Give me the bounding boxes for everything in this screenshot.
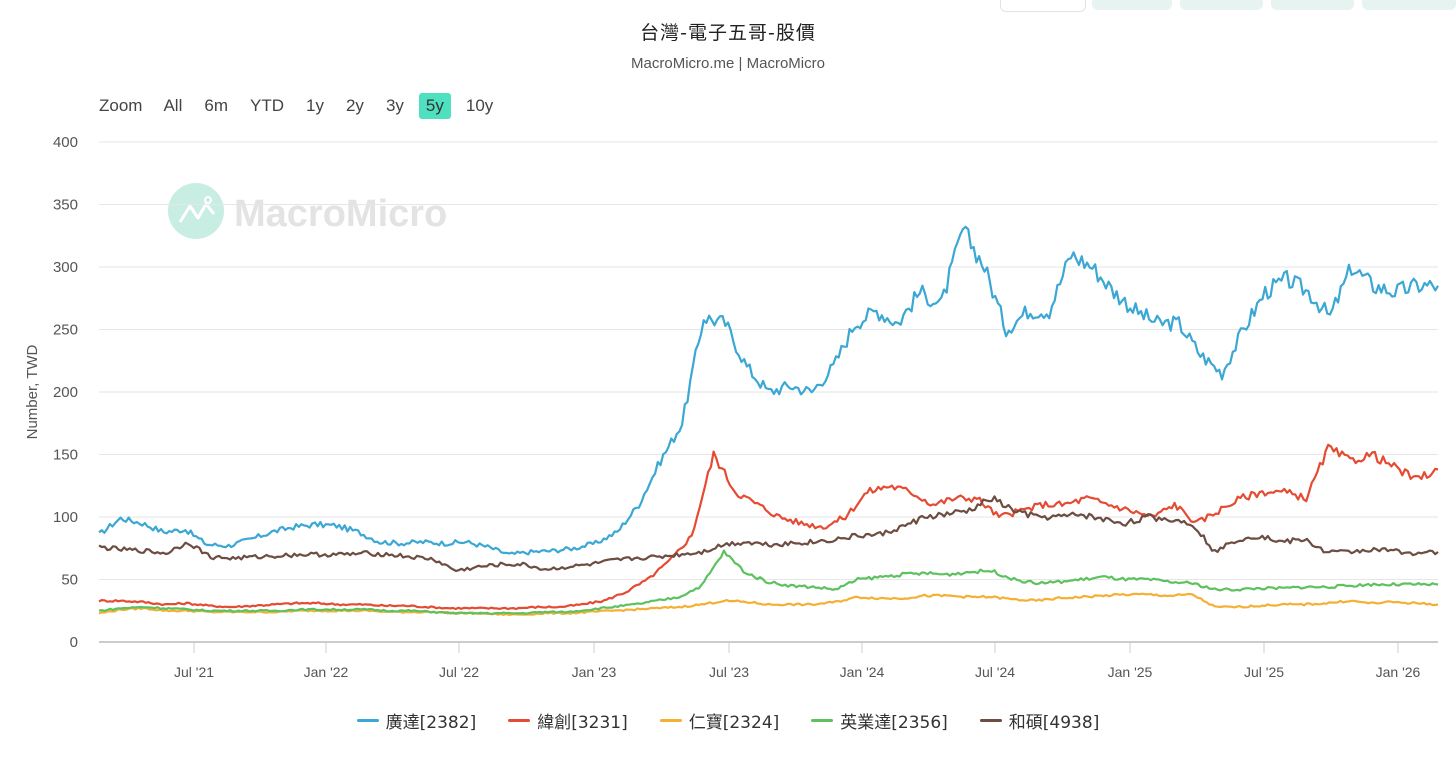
- series-line-1[interactable]: [98, 225, 1439, 556]
- series-line-5[interactable]: [98, 495, 1439, 573]
- series-lines: [98, 225, 1439, 617]
- toolbar-button-2[interactable]: [1092, 0, 1172, 10]
- legend-label: 和碩[4938]: [1008, 713, 1100, 733]
- watermark-text: MacroMicro: [234, 193, 447, 235]
- range-button-2y[interactable]: 2y: [345, 96, 364, 115]
- x-tick-label: Jul '24: [975, 664, 1015, 680]
- x-tick-label: Jan '26: [1376, 664, 1421, 680]
- range-button-5y[interactable]: 5y: [418, 93, 451, 119]
- toolbar-button-3[interactable]: [1180, 0, 1263, 10]
- x-tick-label: Jan '22: [304, 664, 349, 680]
- toolbar-button-1[interactable]: [1000, 0, 1086, 12]
- y-tick-label: 150: [53, 447, 78, 464]
- chart-subtitle: MacroMicro.me | MacroMicro: [631, 55, 825, 72]
- chart-legend: 廣達[2382] 緯創[3231] 仁寶[2324] 英業達[2356] 和碩[4938…: [0, 708, 1456, 733]
- chart-title: 台灣-電子五哥-股價: [640, 22, 816, 44]
- range-button-all[interactable]: All: [163, 96, 183, 115]
- line-chart[interactable]: MacroMicro 0 50 100 150 200 250 300 350 400 Numb…: [0, 0, 1456, 700]
- y-tick-label: 250: [53, 322, 78, 339]
- x-axis: Jul '21 Jan '22 Jul '22 Jan '23 Jul '23 Jan '…: [174, 643, 1421, 680]
- range-button-6m[interactable]: 6m: [204, 96, 228, 115]
- range-button-3y[interactable]: 3y: [385, 96, 404, 115]
- macromicro-logo-icon: [168, 183, 224, 239]
- range-selector: Zoom All 6m YTD 1y 2y 3y 5y 10y: [99, 93, 508, 119]
- y-tick-label: 300: [53, 259, 78, 276]
- toolbar-button-4[interactable]: [1271, 0, 1354, 10]
- zoom-label: Zoom: [99, 96, 143, 115]
- legend-label: 仁寶[2324]: [688, 713, 780, 733]
- grid-lines: [99, 141, 1438, 643]
- y-axis: 0 50 100 150 200 250 300 350 400: [53, 134, 78, 651]
- legend-swatch-icon: [356, 719, 379, 722]
- range-button-1y[interactable]: 1y: [306, 96, 324, 115]
- series-line-3[interactable]: [98, 592, 1439, 617]
- x-tick-label: Jul '21: [174, 664, 214, 680]
- x-tick-label: Jan '24: [840, 664, 885, 680]
- macromicro-watermark: MacroMicro: [168, 183, 447, 239]
- range-button-ytd[interactable]: YTD: [250, 96, 284, 115]
- toolbar-button-5[interactable]: [1362, 0, 1456, 10]
- y-tick-label: 100: [53, 509, 78, 526]
- y-tick-label: 400: [53, 134, 78, 151]
- legend-label: 緯創[3231]: [537, 713, 628, 733]
- x-tick-label: Jan '23: [572, 664, 617, 680]
- range-button-10y[interactable]: 10y: [465, 96, 494, 115]
- y-tick-label: 50: [61, 572, 78, 589]
- legend-label: 廣達[2382]: [385, 713, 477, 733]
- x-tick-label: Jul '23: [709, 664, 749, 680]
- series-line-2[interactable]: [98, 443, 1439, 611]
- series-line-4[interactable]: [98, 549, 1439, 616]
- legend-item-2[interactable]: 緯創[3231]: [508, 708, 628, 733]
- legend-swatch-icon: [508, 719, 531, 722]
- y-tick-label: 200: [53, 384, 78, 401]
- legend-swatch-icon: [659, 719, 682, 722]
- legend-item-3[interactable]: 仁寶[2324]: [659, 708, 780, 733]
- legend-swatch-icon: [979, 719, 1002, 722]
- y-tick-label: 350: [53, 197, 78, 214]
- legend-item-1[interactable]: 廣達[2382]: [356, 708, 477, 733]
- legend-label: 英業達[2356]: [840, 713, 948, 733]
- x-tick-label: Jul '22: [439, 664, 479, 680]
- legend-item-4[interactable]: 英業達[2356]: [811, 708, 948, 733]
- legend-swatch-icon: [811, 719, 834, 722]
- x-tick-label: Jul '25: [1244, 664, 1284, 680]
- range-options: All 6m YTD 1y 2y 3y 5y 10y: [156, 93, 508, 119]
- y-axis-title: Number, TWD: [24, 344, 41, 439]
- y-tick-label: 0: [70, 634, 78, 651]
- x-tick-label: Jan '25: [1108, 664, 1153, 680]
- legend-item-5[interactable]: 和碩[4938]: [979, 708, 1100, 733]
